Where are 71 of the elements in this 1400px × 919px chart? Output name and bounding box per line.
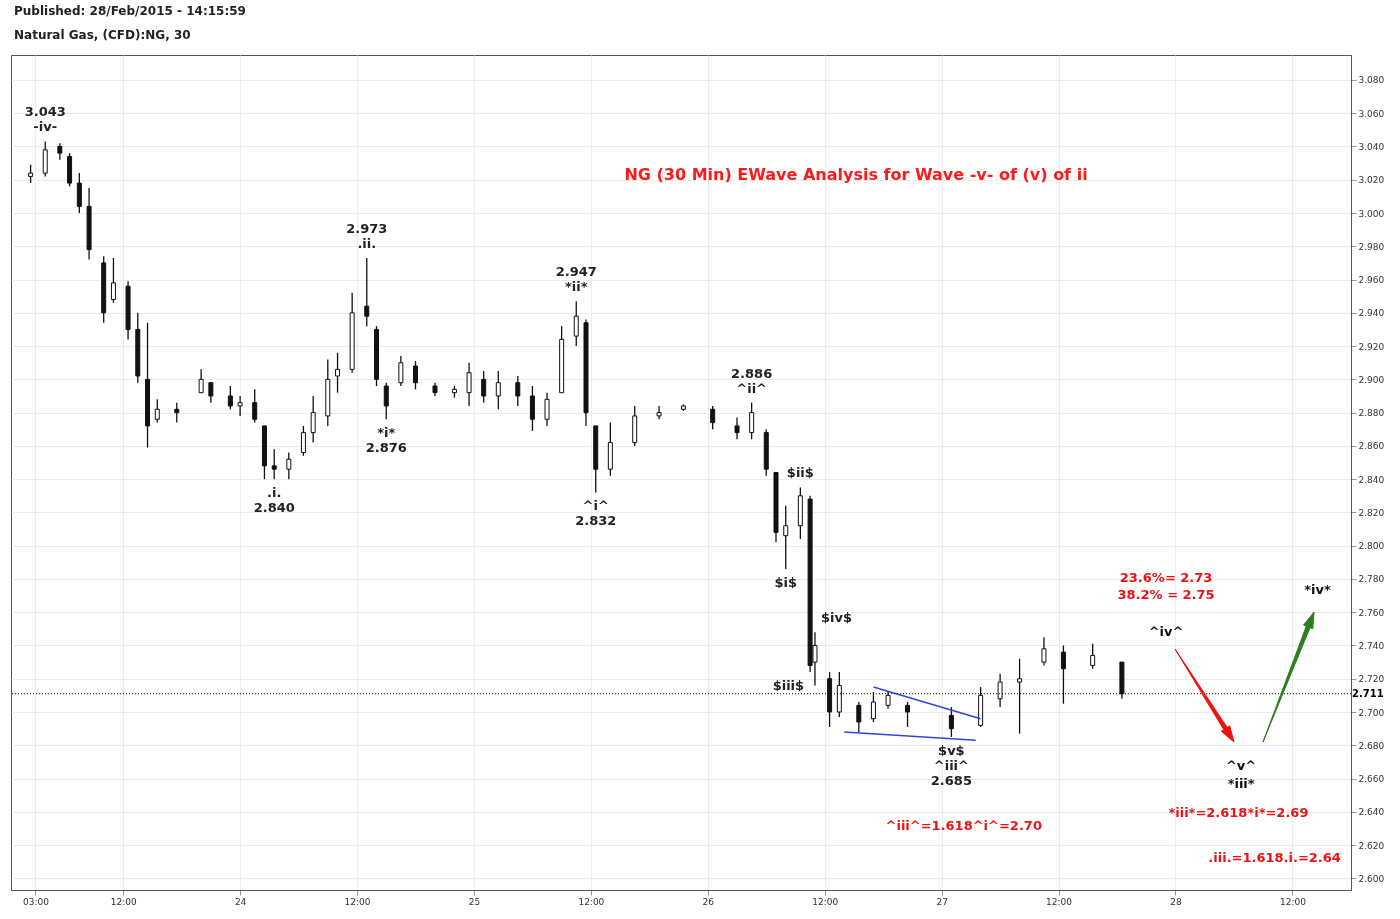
- x-tick-label: 12:00: [344, 896, 371, 907]
- x-tick-label: 12:00: [578, 896, 605, 907]
- x-tick-label: 24: [234, 896, 247, 907]
- annotation: ^iii^=1.618^i^=2.70: [885, 817, 1042, 833]
- y-tick-label: 2.680: [1358, 740, 1385, 751]
- annotation: 2.886: [731, 365, 773, 381]
- y-tick-label: 3.040: [1358, 141, 1385, 152]
- text: NG (30 Min) EWave Analysis for Wave -v- of (v) of ii: [624, 165, 1088, 184]
- x-tick-label: 03:00: [23, 896, 50, 907]
- y-tick-label: 3.000: [1358, 208, 1385, 219]
- annotation: *iii*=2.618*i*=2.69: [1168, 804, 1309, 819]
- annotation: ^ii^: [736, 380, 767, 396]
- annotation: $iii$: [772, 678, 805, 694]
- annotation: ^i^: [582, 498, 609, 514]
- x-tick-label: 12:00: [812, 896, 839, 907]
- y-tick-label: 2.600: [1358, 873, 1385, 884]
- annotation: 3.043: [24, 104, 66, 120]
- x-tick-label: 12:00: [110, 896, 137, 907]
- x-tick-label: 27: [936, 896, 948, 907]
- annotation: 2.947: [555, 264, 597, 280]
- y-tick-label: 2.700: [1358, 707, 1385, 718]
- annotation: 38.2% = 2.75: [1117, 586, 1215, 602]
- y-tick-label: 2.640: [1358, 807, 1385, 818]
- y-tick-label: 3.020: [1358, 175, 1385, 186]
- annotation: .ii.: [357, 235, 377, 251]
- y-tick-label: 2.900: [1358, 374, 1385, 385]
- x-tick-label: 25: [468, 896, 481, 907]
- annotation: *i*: [377, 425, 396, 441]
- y-tick-label: 2.920: [1358, 341, 1385, 352]
- annotation: $ii$: [786, 465, 814, 481]
- text: Published: 28/Feb/2015 - 14:15:59: [14, 4, 246, 18]
- y-tick-label: 2.820: [1358, 507, 1385, 518]
- x-tick-label: 12:00: [1046, 896, 1073, 907]
- annotation: .iii.=1.618.i.=2.64: [1208, 849, 1341, 865]
- y-tick-label: 2.980: [1358, 241, 1385, 252]
- annotation: 23.6%= 2.73: [1119, 569, 1213, 585]
- x-tick-label: 26: [702, 896, 715, 907]
- x-tick-label: 12:00: [1279, 896, 1307, 907]
- annotation: *iii*: [1227, 775, 1255, 791]
- x-tick-label: 28: [1170, 896, 1182, 907]
- y-tick-label: 2.740: [1358, 640, 1385, 651]
- annotation: 2.973: [346, 220, 388, 236]
- y-tick-label: 2.780: [1358, 574, 1385, 585]
- y-tick-label: 3.060: [1358, 108, 1385, 119]
- annotation: ^iv^: [1148, 623, 1184, 639]
- annotation: .i.: [267, 485, 282, 501]
- annotation: ^v^: [1225, 757, 1257, 773]
- text: Natural Gas, (CFD):NG, 30: [14, 28, 191, 42]
- y-tick-label: 2.620: [1358, 840, 1385, 851]
- y-tick-label: 2.760: [1358, 607, 1385, 618]
- y-tick-label: 2.840: [1358, 474, 1385, 485]
- annotation: 2.832: [575, 513, 617, 529]
- y-tick-label: 2.800: [1358, 541, 1385, 552]
- y-tick-label: 2.940: [1358, 308, 1385, 319]
- y-tick-label: 2.860: [1358, 441, 1385, 452]
- annotation: 2.876: [365, 440, 407, 456]
- y-tick-label: 2.960: [1358, 275, 1385, 286]
- y-tick-label: 3.080: [1358, 75, 1385, 86]
- annotation: *iv*: [1304, 581, 1331, 597]
- annotation: *ii*: [565, 279, 588, 295]
- ref-line-label: 2.711: [1352, 687, 1384, 699]
- annotation: $iv$: [820, 610, 853, 626]
- annotation: -iv-: [33, 119, 58, 135]
- annotation: 2.840: [253, 500, 295, 516]
- y-tick-label: 2.720: [1358, 674, 1385, 685]
- annotation: $i$: [774, 574, 798, 590]
- annotation: 2.685: [930, 772, 972, 788]
- annotation: ^iii^: [933, 757, 969, 773]
- y-tick-label: 2.660: [1358, 774, 1385, 785]
- y-tick-label: 2.880: [1358, 408, 1385, 419]
- annotation: $v$: [938, 742, 965, 758]
